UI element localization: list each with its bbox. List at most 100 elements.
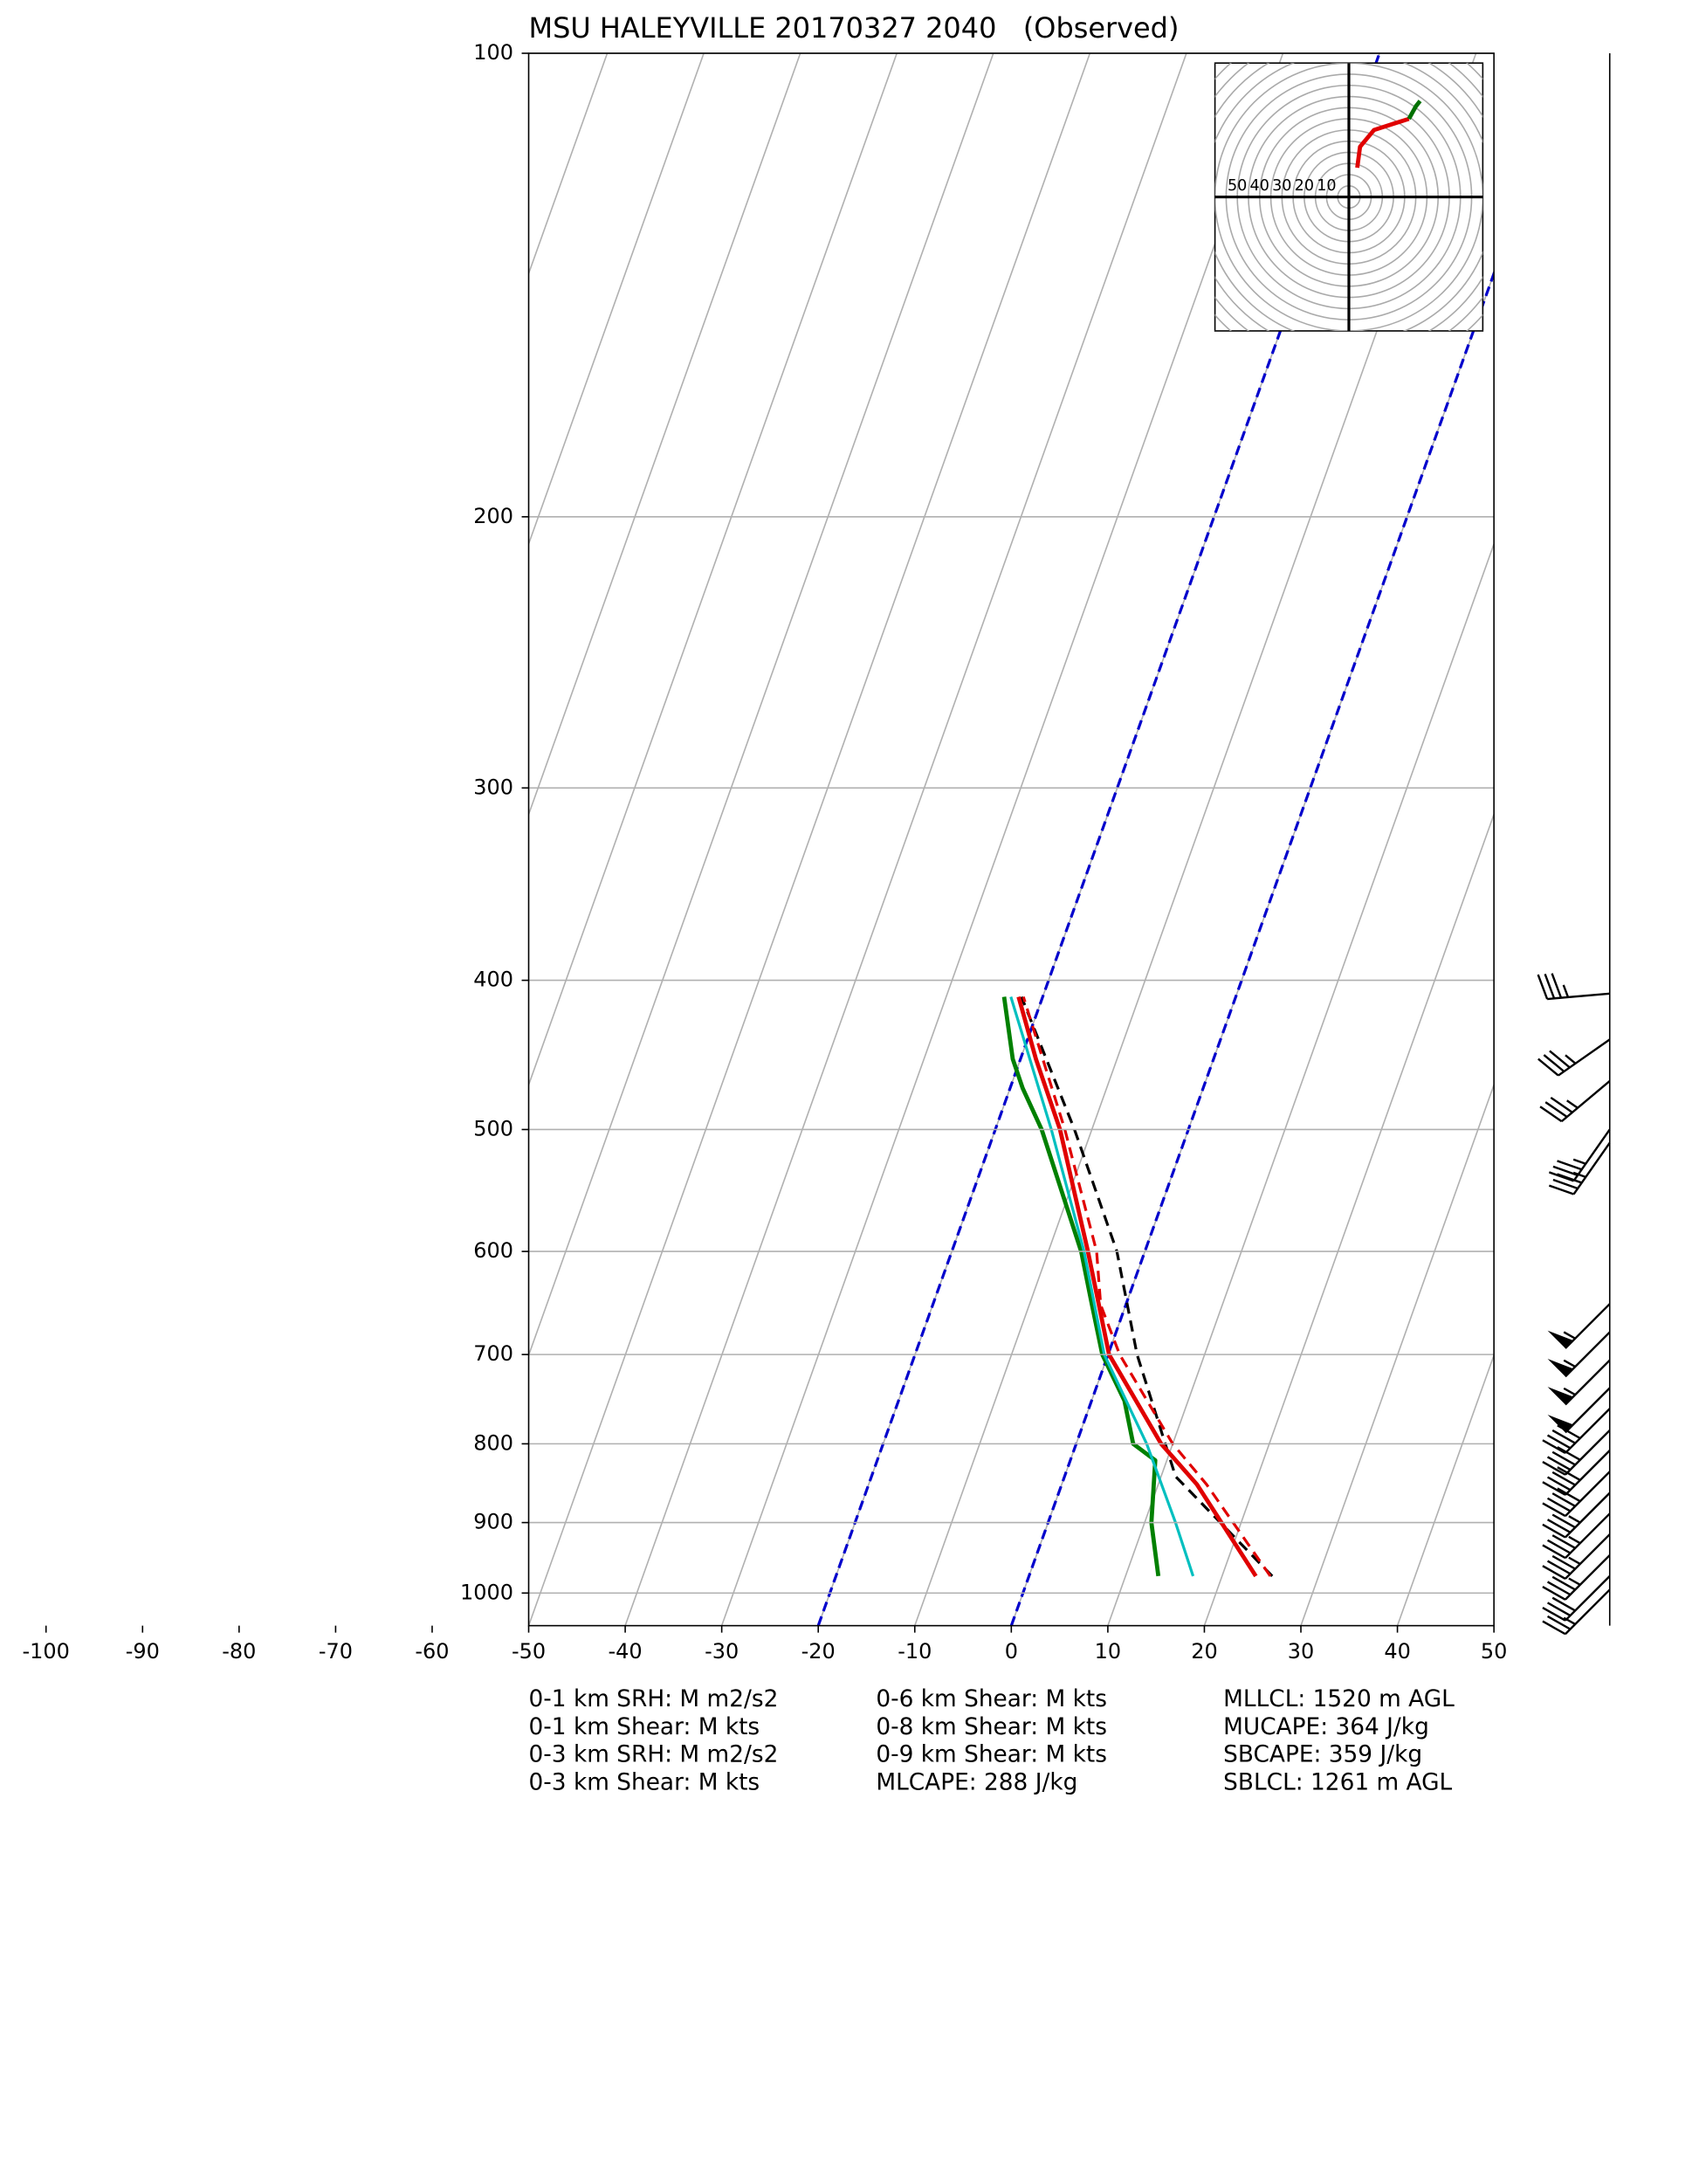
stat-text: 0-9 km Shear: M kts	[876, 1742, 1107, 1768]
barb-feather	[1546, 1602, 1572, 1617]
barb-half	[1565, 1054, 1577, 1064]
x-tick-label: -60	[415, 1639, 449, 1664]
barb-half	[1566, 1099, 1579, 1109]
barb-feather	[1546, 1560, 1572, 1575]
barb-feather	[1557, 1487, 1581, 1503]
wind-barb	[1542, 1554, 1611, 1601]
y-tick-label: 1000	[460, 1580, 513, 1604]
barb-feather	[1546, 1615, 1572, 1630]
barb-half	[1572, 1171, 1586, 1179]
barb-feather	[1542, 1544, 1566, 1560]
wind-barb	[1539, 1079, 1611, 1123]
isotherm	[0, 53, 414, 1626]
barb-feather	[1542, 1481, 1566, 1496]
barb-feather	[1551, 1575, 1576, 1591]
wind-barb	[1537, 1038, 1611, 1077]
hodo-ring-label: 10	[1317, 177, 1336, 195]
wind-barb	[1547, 1359, 1611, 1406]
stat-text: MUCAPE: 364 J/kg	[1223, 1714, 1429, 1740]
barb-staff	[1565, 1533, 1611, 1580]
highlight-isotherm	[816, 53, 1381, 1626]
profile-line	[1001, 996, 1161, 1577]
barb-half	[1563, 1331, 1576, 1340]
plot-frame	[527, 52, 1495, 1627]
barb-feather	[1551, 1471, 1576, 1486]
hodo-ring-label: 50	[1228, 177, 1247, 195]
barb-feather	[1544, 973, 1556, 999]
barb-staff	[1558, 1038, 1611, 1077]
barb-feather	[1539, 1106, 1563, 1123]
hodo-trace	[1407, 100, 1422, 121]
wind-barb	[1547, 1331, 1611, 1378]
stat-text: SBCAPE: 359 J/kg	[1223, 1742, 1422, 1768]
wind-barb	[1548, 1141, 1611, 1195]
x-tick-label: 20	[1191, 1639, 1217, 1664]
barb-staff	[1565, 1588, 1611, 1636]
barb-half	[1568, 1535, 1581, 1545]
x-tick-label: -70	[319, 1639, 353, 1664]
barb-feather	[1546, 1456, 1572, 1471]
stat-text: 0-6 km Shear: M kts	[876, 1686, 1107, 1712]
barb-feather	[1551, 1492, 1576, 1507]
barb-feather	[1549, 1050, 1571, 1069]
barb-feather	[1557, 1446, 1581, 1461]
barb-feather	[1551, 1429, 1576, 1444]
barb-feather	[1557, 1466, 1581, 1481]
wind-barb	[1547, 1387, 1611, 1434]
isotherm	[528, 53, 609, 276]
isotherm	[1396, 1353, 1495, 1626]
y-tick-label: 600	[473, 1238, 513, 1263]
isotherm	[528, 53, 801, 816]
isotherm	[1300, 1082, 1495, 1626]
profile-line	[1020, 996, 1274, 1577]
barb-staff	[1560, 1079, 1611, 1123]
barb-feather	[1552, 1178, 1579, 1190]
barb-feather	[1551, 973, 1563, 999]
y-tick-label: 200	[473, 504, 513, 528]
y-tick-label: 700	[473, 1341, 513, 1366]
wind-barb	[1542, 1588, 1611, 1636]
barb-feather	[1557, 1160, 1583, 1171]
barb-half	[1563, 1616, 1576, 1626]
barb-pennant	[1547, 1359, 1573, 1377]
barb-staff	[1565, 1450, 1611, 1496]
barb-feather	[1543, 1054, 1565, 1072]
barb-feather	[1542, 1439, 1566, 1454]
isotherm	[528, 53, 705, 547]
x-tick-label: -10	[898, 1639, 932, 1664]
stat-text: 0-1 km Shear: M kts	[529, 1714, 760, 1740]
barb-staff	[1565, 1554, 1611, 1601]
barb-feather	[1542, 1606, 1566, 1622]
barb-feather	[1546, 1476, 1572, 1492]
barb-pennant	[1547, 1415, 1573, 1433]
barb-staff	[1565, 1471, 1611, 1517]
wind-barb	[1542, 1430, 1611, 1476]
barb-staff	[1547, 992, 1610, 1001]
barb-half	[1568, 1556, 1581, 1566]
wind-barb	[1542, 1575, 1611, 1622]
isotherm	[0, 53, 28, 1626]
stat-text: 0-3 km Shear: M kts	[529, 1770, 760, 1796]
barb-staff	[1565, 1575, 1611, 1622]
barb-feather	[1542, 1586, 1566, 1601]
stat-text: MLLCL: 1520 m AGL	[1223, 1686, 1455, 1712]
barb-feather	[1546, 1497, 1572, 1512]
wind-barb	[1542, 1533, 1611, 1580]
y-tick-label: 400	[473, 968, 513, 992]
barb-feather	[1551, 1450, 1576, 1466]
barb-feather	[1551, 1513, 1576, 1529]
isotherm	[720, 53, 1284, 1626]
chart-title: MSU HALEYVILLE 20170327 2040 (Observed)	[529, 11, 1180, 45]
x-tick-label: -20	[801, 1639, 836, 1664]
x-tick-label: -100	[23, 1639, 70, 1664]
isotherm	[0, 53, 318, 1626]
y-tick-label: 100	[473, 40, 513, 65]
wind-barb	[1537, 973, 1610, 1001]
isotherm	[528, 53, 1091, 1626]
isotherm	[0, 53, 125, 1626]
barb-staff	[1565, 1331, 1611, 1378]
barb-pennant	[1547, 1387, 1573, 1405]
wind-barb	[1542, 1512, 1611, 1560]
isotherm	[0, 53, 511, 1626]
